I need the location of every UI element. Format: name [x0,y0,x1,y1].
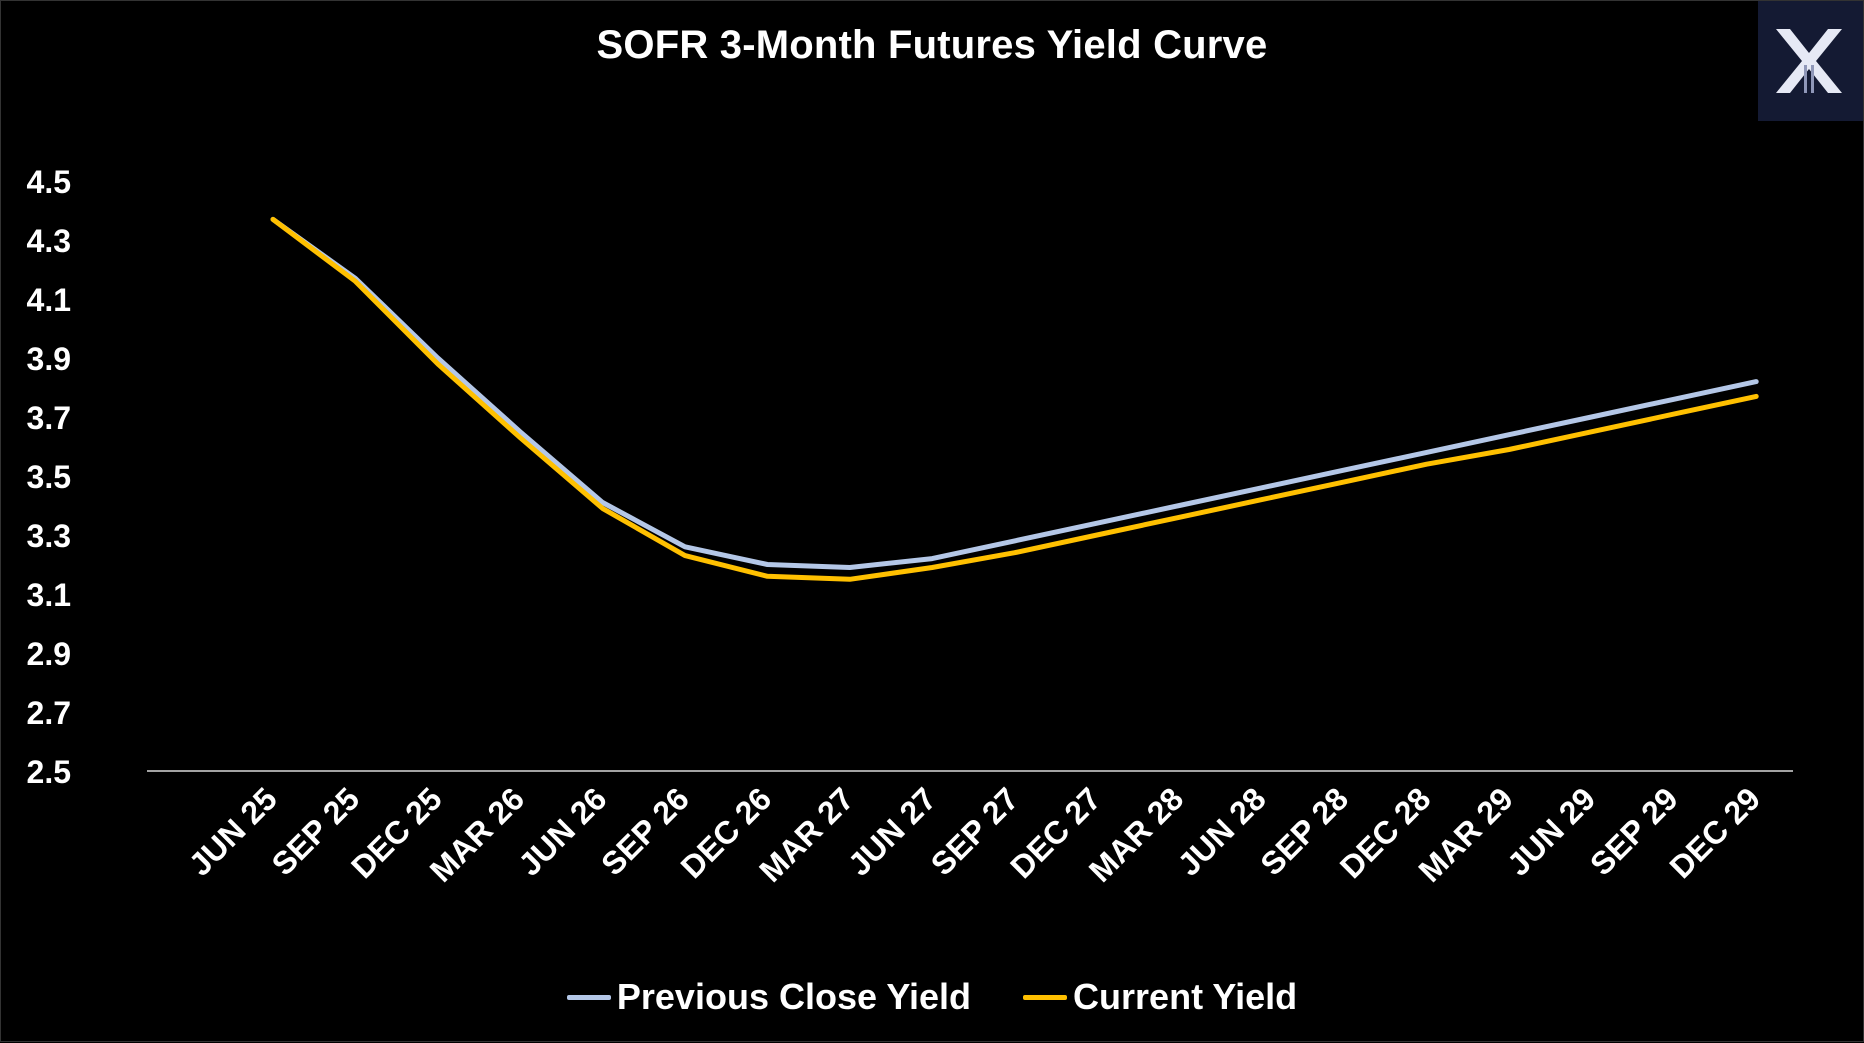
y-tick-label: 3.3 [27,518,71,554]
y-tick-label: 3.7 [27,400,71,436]
y-tick-label: 4.5 [27,164,71,200]
x-tick-label: DEC 29 [1662,780,1767,885]
y-tick-label: 3.5 [27,459,71,495]
legend-swatch-current [1023,994,1068,1000]
x-tick-label: JUN 25 [182,780,284,882]
legend-label-previous-close: Previous Close Yield [616,976,972,1017]
legend-item-previous-close: Previous Close Yield [566,976,972,1018]
y-tick-label: 3.1 [27,577,71,613]
legend-swatch-previous-close [566,994,611,1000]
legend-item-current: Current Yield [1023,976,1297,1018]
x-tick-label: JUN 27 [841,780,943,882]
y-tick-label: 2.5 [27,754,71,790]
y-tick-label: 3.9 [27,341,71,377]
x-tick-label: JUN 28 [1171,780,1273,882]
legend-label-current: Current Yield [1073,976,1298,1017]
legend: Previous Close Yield Current Yield [1,976,1863,1018]
x-tick-label: JUN 29 [1500,780,1602,882]
y-tick-label: 2.7 [27,695,71,731]
x-logo-icon [1758,1,1863,121]
y-tick-label: 2.9 [27,636,71,672]
y-tick-label: 4.3 [27,223,71,259]
series-line-current [270,216,1759,582]
x-tick-label: JUN 26 [511,780,613,882]
series-line-previous-close [270,216,1759,570]
series-layer [270,216,1759,582]
chart-title: SOFR 3-Month Futures Yield Curve [596,23,1268,67]
y-tick-label: 4.1 [27,282,71,318]
y-axis: 4.5 4.3 4.1 3.9 3.7 3.5 3.3 3.1 2.9 2.7 2.5 [27,164,71,790]
